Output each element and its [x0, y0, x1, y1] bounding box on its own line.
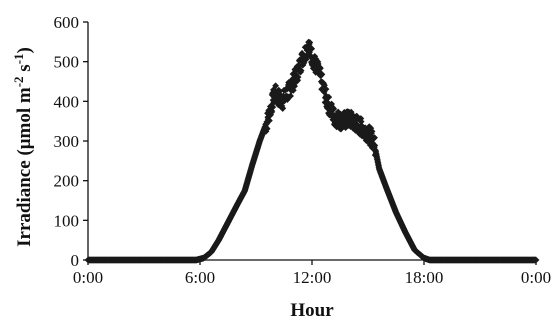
data-point — [314, 60, 322, 68]
data-point — [287, 92, 294, 100]
data-point — [308, 45, 316, 53]
y-axis-title-end: ) — [14, 47, 35, 53]
data-point — [371, 142, 379, 149]
data-point — [272, 82, 279, 90]
y-ticks: 0 100 200 300 400 500 600 — [54, 13, 88, 270]
x-tick-label-3: 18:00 — [405, 268, 444, 287]
data-point — [350, 114, 358, 122]
data-point — [330, 105, 338, 113]
x-axis-title: Hour — [290, 300, 334, 321]
data-point — [368, 128, 376, 135]
data-point — [269, 103, 277, 111]
x-tick-label-0: 0:00 — [73, 268, 103, 287]
data-points — [84, 38, 540, 264]
data-point — [289, 70, 297, 78]
y-tick-label-300: 300 — [54, 132, 80, 151]
data-point — [322, 85, 330, 93]
data-point — [371, 134, 378, 142]
data-point — [325, 93, 333, 101]
y-axis-title-sup2: -1 — [11, 53, 26, 64]
x-tick-label-4: 0:00 — [521, 268, 551, 287]
data-point — [317, 64, 324, 72]
y-tick-label-0: 0 — [71, 251, 80, 270]
data-point — [273, 91, 280, 98]
data-point — [265, 117, 273, 125]
x-ticks: 0:00 6:00 12:00 18:00 0:00 — [73, 260, 551, 287]
data-point — [357, 118, 365, 126]
data-point — [306, 48, 313, 56]
y-tick-label-500: 500 — [54, 53, 80, 72]
x-tick-label-1: 6:00 — [185, 268, 215, 287]
y-tick-label-200: 200 — [54, 172, 80, 191]
data-point — [268, 108, 276, 116]
y-axis-title-mid: s — [14, 64, 35, 76]
data-point — [318, 70, 326, 78]
data-point — [279, 105, 287, 112]
data-point — [270, 99, 278, 106]
data-point — [294, 73, 302, 81]
data-point — [263, 125, 271, 133]
data-point — [337, 125, 345, 133]
data-point — [309, 64, 317, 72]
y-tick-label-600: 600 — [54, 13, 80, 32]
x-tick-label-2: 12:00 — [293, 268, 332, 287]
y-tick-label-100: 100 — [54, 211, 80, 230]
y-axis-title: Irradiance (μmol m-2 s-1) — [11, 47, 36, 247]
y-axis-title-main: Irradiance (μmol m — [14, 87, 35, 247]
data-point — [532, 256, 540, 264]
data-point — [297, 67, 305, 75]
y-tick-label-400: 400 — [54, 92, 80, 111]
y-axis-title-sup1: -2 — [11, 76, 26, 87]
data-point — [304, 51, 312, 58]
data-point — [306, 39, 314, 46]
